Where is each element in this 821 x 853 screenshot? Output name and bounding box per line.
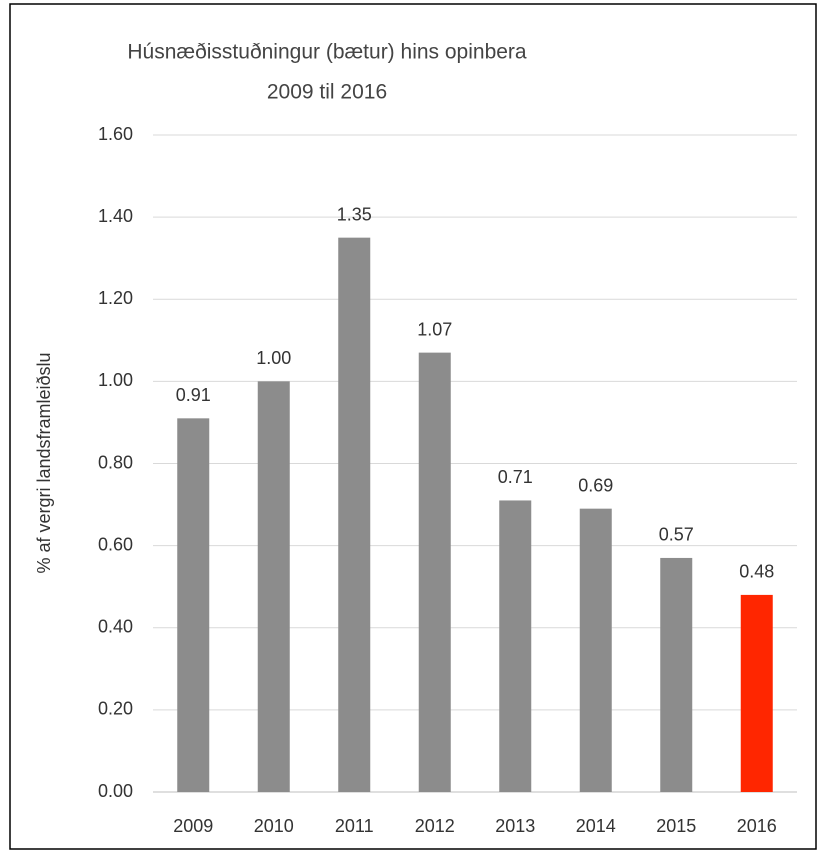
data-label: 1.35 bbox=[337, 204, 372, 224]
y-tick-label: 0.40 bbox=[98, 617, 133, 637]
x-tick-label: 2016 bbox=[737, 816, 777, 836]
y-axis-label: % af vergri landsframleiðslu bbox=[34, 352, 54, 573]
bar bbox=[499, 500, 532, 792]
bar bbox=[177, 418, 210, 792]
y-tick-label: 0.20 bbox=[98, 699, 133, 719]
data-label: 1.07 bbox=[417, 319, 452, 339]
x-tick-label: 2013 bbox=[495, 816, 535, 836]
x-tick-label: 2015 bbox=[656, 816, 696, 836]
data-label: 0.57 bbox=[659, 525, 694, 545]
data-label: 0.48 bbox=[739, 562, 774, 582]
bar bbox=[579, 508, 612, 792]
x-tick-label: 2011 bbox=[335, 816, 374, 836]
x-tick-label: 2012 bbox=[415, 816, 455, 836]
bar bbox=[257, 381, 290, 792]
data-label: 0.71 bbox=[498, 467, 533, 487]
y-tick-label: 1.40 bbox=[98, 206, 133, 226]
bar bbox=[418, 352, 451, 792]
y-tick-label: 1.60 bbox=[98, 124, 133, 144]
bar bbox=[338, 237, 371, 792]
bar bbox=[660, 557, 693, 792]
bar bbox=[740, 594, 773, 792]
data-label: 0.91 bbox=[176, 385, 211, 405]
y-tick-label: 1.00 bbox=[98, 370, 133, 390]
y-tick-label: 0.60 bbox=[98, 534, 133, 554]
x-tick-label: 2009 bbox=[173, 816, 213, 836]
x-tick-label: 2010 bbox=[254, 816, 294, 836]
chart-title: Húsnæðisstuðningur (bætur) hins opinbera bbox=[127, 41, 527, 64]
chart-subtitle: 2009 til 2016 bbox=[267, 81, 387, 104]
data-label: 1.00 bbox=[256, 348, 291, 368]
x-tick-label: 2014 bbox=[576, 816, 616, 836]
data-label: 0.69 bbox=[578, 475, 613, 495]
y-tick-label: 1.20 bbox=[98, 288, 133, 308]
y-tick-label: 0.00 bbox=[98, 781, 133, 801]
y-tick-label: 0.80 bbox=[98, 452, 133, 472]
